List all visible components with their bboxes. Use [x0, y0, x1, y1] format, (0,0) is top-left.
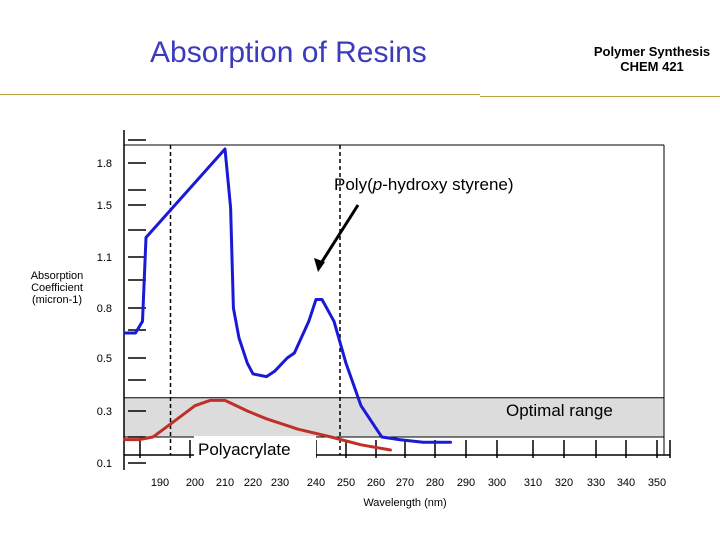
- x-tick-label: 240: [307, 477, 325, 489]
- header-rule: [0, 94, 480, 95]
- x-tick-label: 190: [151, 477, 169, 489]
- x-tick-label: 210: [216, 477, 234, 489]
- x-tick-label: 330: [587, 477, 605, 489]
- x-tick-label: 350: [648, 477, 666, 489]
- x-tick-label: 310: [524, 477, 542, 489]
- y-axis-label-line-2: Coefficient: [31, 282, 83, 294]
- x-tick-label: 270: [396, 477, 414, 489]
- x-tick-label: 230: [271, 477, 289, 489]
- course-info: Polymer Synthesis CHEM 421: [578, 44, 720, 74]
- y-tick-label: 1.1: [97, 252, 112, 264]
- y-tick-label: 0.3: [97, 406, 112, 418]
- x-tick-label: 220: [244, 477, 262, 489]
- x-tick-label: 290: [457, 477, 475, 489]
- polyacrylate-label: Polyacrylate: [198, 440, 291, 459]
- polyacrylate-absorption-line: [123, 398, 392, 452]
- x-tick-label: 260: [367, 477, 385, 489]
- phs-absorption-line: [123, 147, 452, 444]
- y-tick-label: 0.1: [97, 458, 112, 470]
- optimal-range-band: [123, 397, 665, 438]
- phs-pointer-arrow: [316, 204, 360, 269]
- phs-pointer-arrowhead: [314, 258, 325, 272]
- course-name: Polymer Synthesis: [593, 44, 711, 59]
- y-tick-label: 1.8: [97, 158, 112, 170]
- phs-annotation: Poly(p-hydroxy styrene): [334, 175, 514, 194]
- x-axis-label: Wavelength (nm): [363, 497, 447, 509]
- optimal-range-label: Optimal range: [506, 401, 613, 420]
- x-tick-label: 300: [488, 477, 506, 489]
- course-code: CHEM 421: [620, 59, 684, 74]
- page-title: Absorption of Resins: [150, 36, 427, 69]
- header-rule-right: [480, 96, 720, 97]
- x-tick-label: 340: [617, 477, 635, 489]
- y-axis-label: Absorption Coefficient (micron-1): [18, 270, 96, 306]
- x-tick-label: 200: [186, 477, 204, 489]
- y-tick-label: 0.5: [97, 353, 112, 365]
- y-tick-label: 0.8: [97, 303, 112, 315]
- y-tick-label: 1.5: [97, 200, 112, 212]
- x-tick-label: 320: [555, 477, 573, 489]
- x-tick-label: 280: [426, 477, 444, 489]
- y-axis-label-line-1: Absorption: [30, 270, 84, 282]
- y-axis-label-line-3: (micron-1): [31, 294, 83, 306]
- x-tick-label: 250: [337, 477, 355, 489]
- polyacrylate-label-bg: [194, 436, 316, 462]
